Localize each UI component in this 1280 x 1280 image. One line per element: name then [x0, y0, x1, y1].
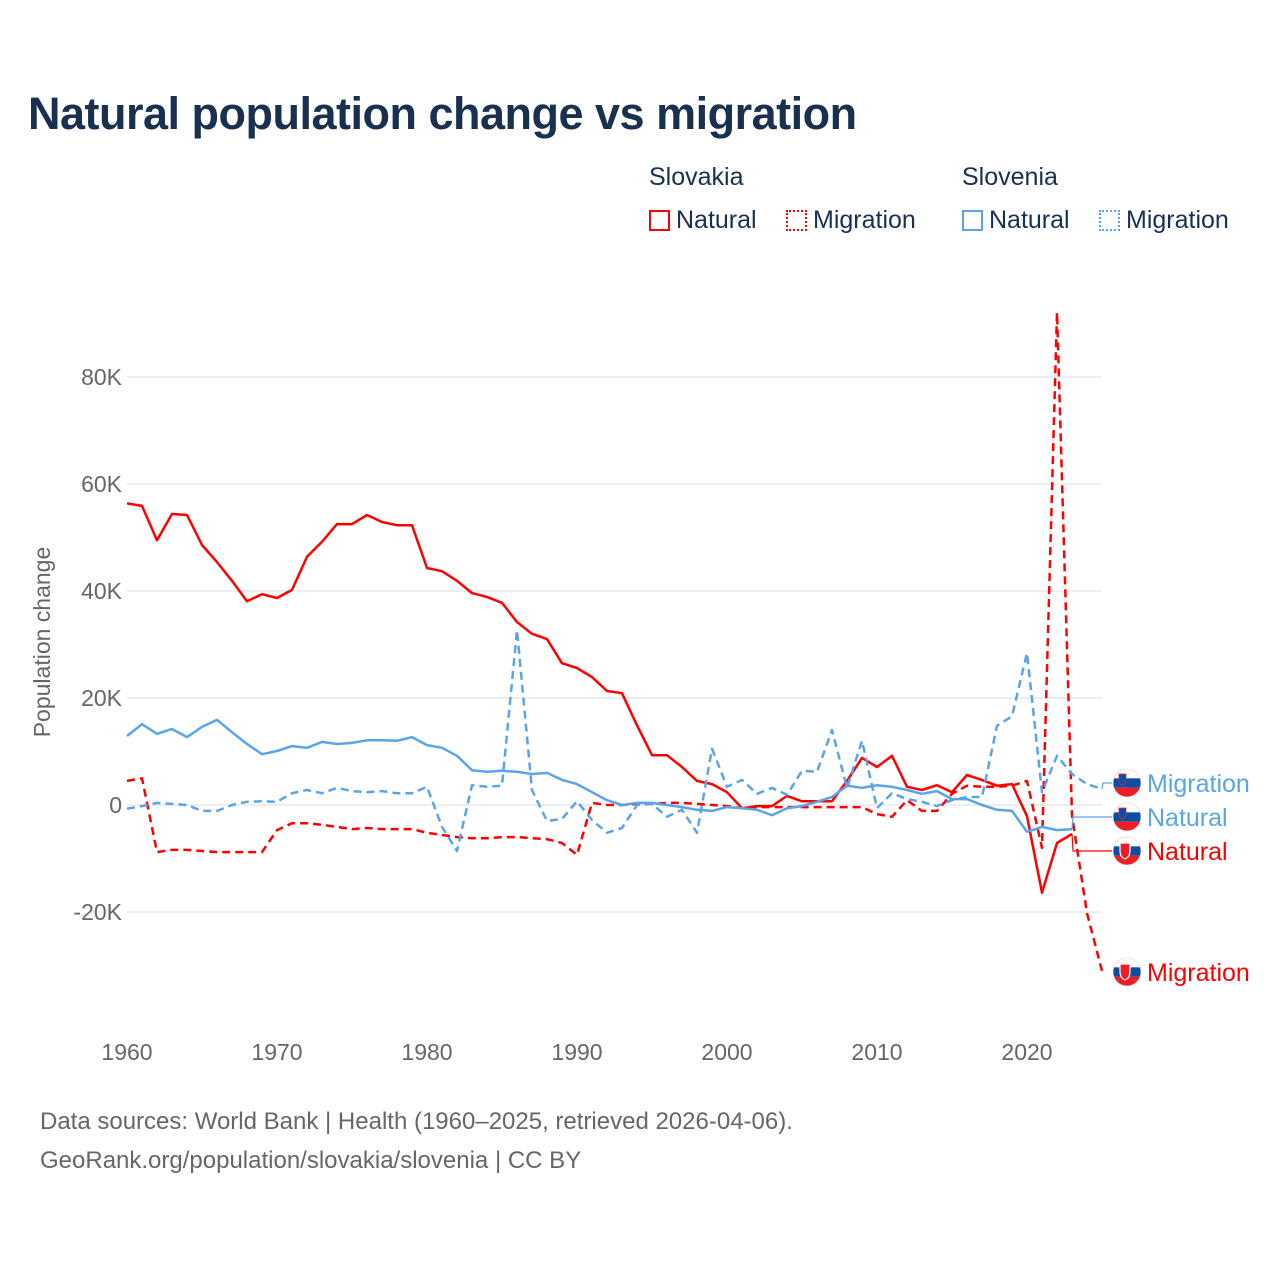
label-connector — [1071, 816, 1112, 830]
x-tick-label: 1970 — [251, 1039, 302, 1065]
legend-label: Natural — [676, 206, 757, 234]
flag-slovenia-icon — [1112, 802, 1142, 832]
legend-swatch-dotted-red — [786, 210, 807, 231]
x-tick-label: 2020 — [1001, 1039, 1052, 1065]
legend-swatch-dotted-blue — [1099, 210, 1120, 231]
series-line-slovakia-migration[interactable] — [126, 311, 1104, 972]
end-label-slovakia-natural: Natural — [1147, 838, 1228, 866]
legend-slovenia-natural[interactable]: Natural — [962, 206, 1070, 235]
x-tick-label: 1990 — [551, 1039, 602, 1065]
series-line-slovakia-natural[interactable] — [126, 502, 1073, 894]
legend-label: Migration — [1126, 206, 1229, 234]
x-tick-label: 1980 — [401, 1039, 452, 1065]
end-label-slovakia-migration: Migration — [1147, 959, 1250, 987]
flag-slovenia-icon — [1112, 768, 1142, 798]
series-line-slovenia-migration[interactable] — [126, 628, 1103, 853]
y-tick-label: 20K — [81, 685, 123, 711]
y-tick-label: 0 — [109, 792, 122, 818]
footer-link[interactable]: GeoRank.org/population/slovakia/slovenia… — [40, 1147, 582, 1174]
end-label-slovenia-natural: Natural — [1147, 804, 1228, 832]
legend-group-slovakia: Slovakia — [649, 163, 744, 191]
y-axis-label: Population change — [29, 547, 55, 738]
legend-slovakia-migration[interactable]: Migration — [786, 206, 916, 235]
legend-swatch-solid-red — [649, 210, 670, 231]
legend-group-slovenia: Slovenia — [962, 163, 1058, 191]
y-tick-label: 80K — [81, 364, 123, 390]
legend-slovakia-natural[interactable]: Natural — [649, 206, 757, 235]
legend-label: Natural — [989, 206, 1070, 234]
x-tick-label: 1960 — [101, 1039, 152, 1065]
legend-slovenia-migration[interactable]: Migration — [1099, 206, 1229, 235]
y-tick-label: -20K — [73, 899, 122, 925]
label-connector — [1101, 782, 1112, 790]
flag-slovakia-icon — [1112, 836, 1142, 866]
series-line-slovenia-natural[interactable] — [126, 718, 1073, 834]
x-tick-label: 2000 — [701, 1039, 752, 1065]
label-connector — [1071, 833, 1112, 852]
x-tick-label: 2010 — [851, 1039, 902, 1065]
y-tick-label: 40K — [81, 578, 123, 604]
legend-swatch-solid-blue — [962, 210, 983, 231]
end-label-slovenia-migration: Migration — [1147, 770, 1250, 798]
y-tick-label: 60K — [81, 471, 123, 497]
flag-slovakia-icon — [1112, 957, 1142, 987]
legend-label: Migration — [813, 206, 916, 234]
chart-title: Natural population change vs migration — [28, 88, 857, 139]
footer-source: Data sources: World Bank | Health (1960–… — [40, 1108, 793, 1135]
